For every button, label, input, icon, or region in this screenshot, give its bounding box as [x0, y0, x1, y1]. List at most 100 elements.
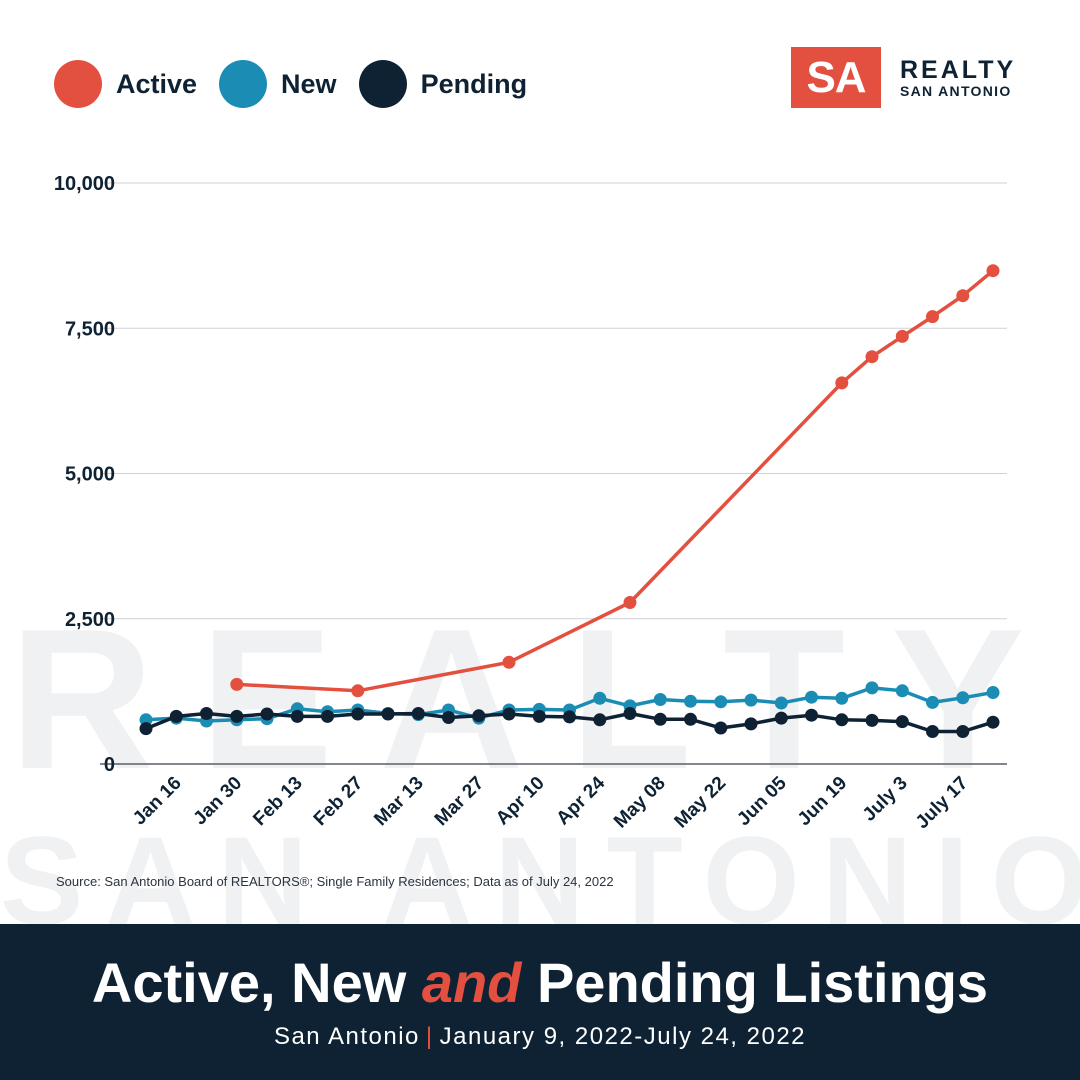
x-tick-label: May 22: [671, 773, 731, 833]
data-point-pending: [381, 707, 395, 721]
data-point-pending: [744, 717, 758, 731]
data-point-pending: [895, 715, 909, 729]
data-point-active: [986, 264, 1000, 278]
data-point-new: [986, 686, 1000, 699]
x-tick-label: Apr 24: [553, 772, 610, 829]
data-point-active: [502, 655, 516, 669]
logo-line-san-antonio: SAN ANTONIO: [900, 82, 1012, 99]
y-axis: 0 2,500 5,000 7,500 10,000: [54, 173, 115, 776]
data-point-active: [926, 310, 939, 324]
data-point-new: [653, 693, 667, 706]
chart-subtitle: San Antonio | January 9, 2022-July 24, 202…: [0, 1023, 1080, 1051]
y-tick-label: 2,500: [65, 609, 115, 631]
x-tick-label: July 17: [912, 773, 972, 833]
brand-logo: SA REALTY SAN ANTONIO: [791, 47, 1016, 108]
data-point-new: [835, 691, 849, 705]
data-point-pending: [290, 709, 304, 723]
data-point-pending: [139, 722, 153, 736]
x-tick-label: Jan 16: [129, 773, 186, 830]
y-tick-label: 5,000: [65, 464, 115, 486]
data-point-active: [351, 684, 365, 698]
x-tick-label: Apr 10: [492, 773, 549, 830]
data-point-pending: [714, 721, 728, 735]
data-point-pending: [653, 712, 667, 726]
data-point-pending: [532, 709, 546, 723]
data-point-new: [926, 695, 939, 709]
legend-item-active: Active: [54, 60, 197, 108]
data-point-new: [805, 690, 818, 704]
logo-wordmark: REALTY SAN ANTONIO: [900, 57, 1016, 99]
y-tick-label: 0: [104, 754, 115, 776]
legend-dot-new: [219, 60, 268, 108]
data-point-pending: [169, 709, 183, 723]
y-tick-label: 10,000: [54, 173, 115, 195]
data-point-pending: [563, 710, 576, 724]
title-banner: Active, New and Pending Listings San Ant…: [0, 924, 1080, 1080]
x-tick-label: July 3: [859, 773, 912, 826]
gridlines: [100, 182, 1007, 765]
data-point-new: [865, 681, 879, 695]
data-point-new: [774, 696, 788, 710]
data-point-pending: [805, 708, 818, 722]
legend-item-new: New: [219, 60, 337, 108]
data-point-new: [895, 684, 909, 698]
chart-legend: Active New Pending: [54, 60, 549, 108]
data-point-active: [865, 350, 879, 364]
data-point-active: [956, 289, 970, 303]
legend-item-pending: Pending: [358, 60, 528, 108]
subtitle-separator: |: [425, 1023, 434, 1050]
data-point-active: [895, 329, 909, 343]
logo-mark: SA: [791, 47, 881, 108]
data-point-pending: [986, 715, 1000, 729]
data-point-new: [593, 691, 607, 705]
legend-label-active: Active: [116, 68, 198, 99]
data-point-new: [744, 693, 758, 707]
data-point-new: [684, 694, 697, 708]
data-point-pending: [472, 709, 486, 723]
logo-line-realty: REALTY: [900, 55, 1017, 84]
data-point-pending: [684, 712, 697, 726]
data-point-pending: [593, 713, 607, 727]
legend-label-pending: Pending: [420, 68, 528, 99]
x-tick-label: Jan 30: [190, 773, 247, 830]
data-point-pending: [956, 725, 970, 738]
title-highlight: and: [421, 951, 522, 1014]
data-point-pending: [351, 707, 365, 721]
subtitle-location: San Antonio: [273, 1023, 420, 1050]
x-tick-label: Mar 27: [431, 773, 488, 830]
data-point-active: [835, 376, 849, 390]
data-point-pending: [321, 709, 334, 723]
data-point-active: [623, 596, 637, 609]
data-point-pending: [260, 707, 274, 721]
series-layer: [139, 264, 1000, 738]
data-point-pending: [442, 711, 455, 724]
data-point-pending: [411, 707, 425, 720]
data-point-pending: [200, 707, 213, 720]
x-tick-label: May 08: [610, 773, 670, 833]
data-point-new: [956, 691, 970, 705]
data-point-pending: [774, 711, 788, 725]
data-point-pending: [865, 713, 879, 727]
legend-dot-active: [54, 60, 102, 108]
data-point-pending: [926, 725, 939, 738]
x-tick-label: Feb 13: [249, 773, 306, 830]
series-line-active: [235, 268, 995, 693]
data-point-active: [230, 677, 244, 691]
data-point-pending: [835, 713, 849, 727]
subtitle-date-range: January 9, 2022-July 24, 2022: [439, 1023, 807, 1050]
watermark-realty: REALTY: [9, 588, 1071, 811]
line-chart: 0 2,500 5,000 7,500 10,000 Jan 16 Jan 30 Feb 1…: [54, 173, 1007, 833]
data-point-pending: [623, 707, 637, 720]
y-tick-label: 7,500: [65, 318, 115, 340]
x-tick-label: Jun 05: [733, 772, 791, 830]
legend-dot-pending: [358, 60, 407, 108]
x-tick-label: Jun 19: [794, 773, 851, 830]
x-axis: Jan 16 Jan 30 Feb 13 Feb 27 Mar 13 Mar 27 Apr …: [129, 772, 972, 833]
title-part-2: Pending Listings: [521, 951, 989, 1014]
x-tick-label: Feb 27: [310, 773, 367, 830]
data-point-pending: [502, 707, 516, 721]
data-point-new: [714, 695, 728, 709]
data-point-pending: [230, 709, 244, 723]
source-note: Source: San Antonio Board of REALTORS®; …: [56, 874, 614, 889]
title-part-1: Active, New: [91, 951, 422, 1014]
